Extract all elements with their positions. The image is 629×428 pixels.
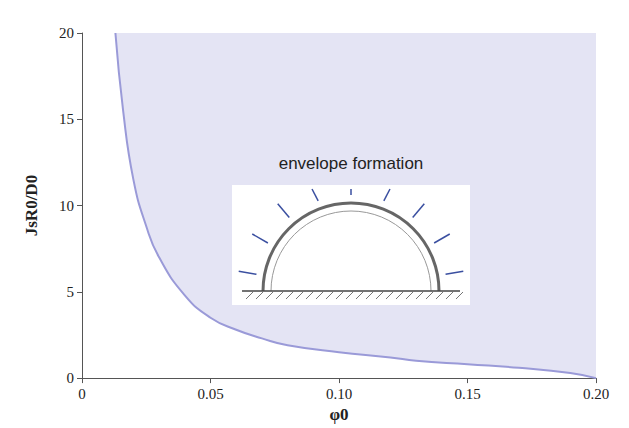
svg-text:5: 5 [67, 284, 75, 300]
svg-text:0: 0 [78, 386, 86, 402]
svg-text:φ0: φ0 [329, 405, 348, 424]
svg-text:0.10: 0.10 [326, 386, 352, 402]
svg-text:15: 15 [59, 111, 74, 127]
svg-text:10: 10 [59, 198, 74, 214]
svg-text:0.05: 0.05 [197, 386, 223, 402]
svg-text:JsR0/D0: JsR0/D0 [22, 175, 41, 236]
svg-text:20: 20 [59, 25, 74, 41]
svg-text:0.20: 0.20 [583, 386, 609, 402]
svg-text:0.15: 0.15 [454, 386, 480, 402]
svg-text:0: 0 [67, 370, 75, 386]
svg-text:envelope formation: envelope formation [279, 154, 424, 173]
